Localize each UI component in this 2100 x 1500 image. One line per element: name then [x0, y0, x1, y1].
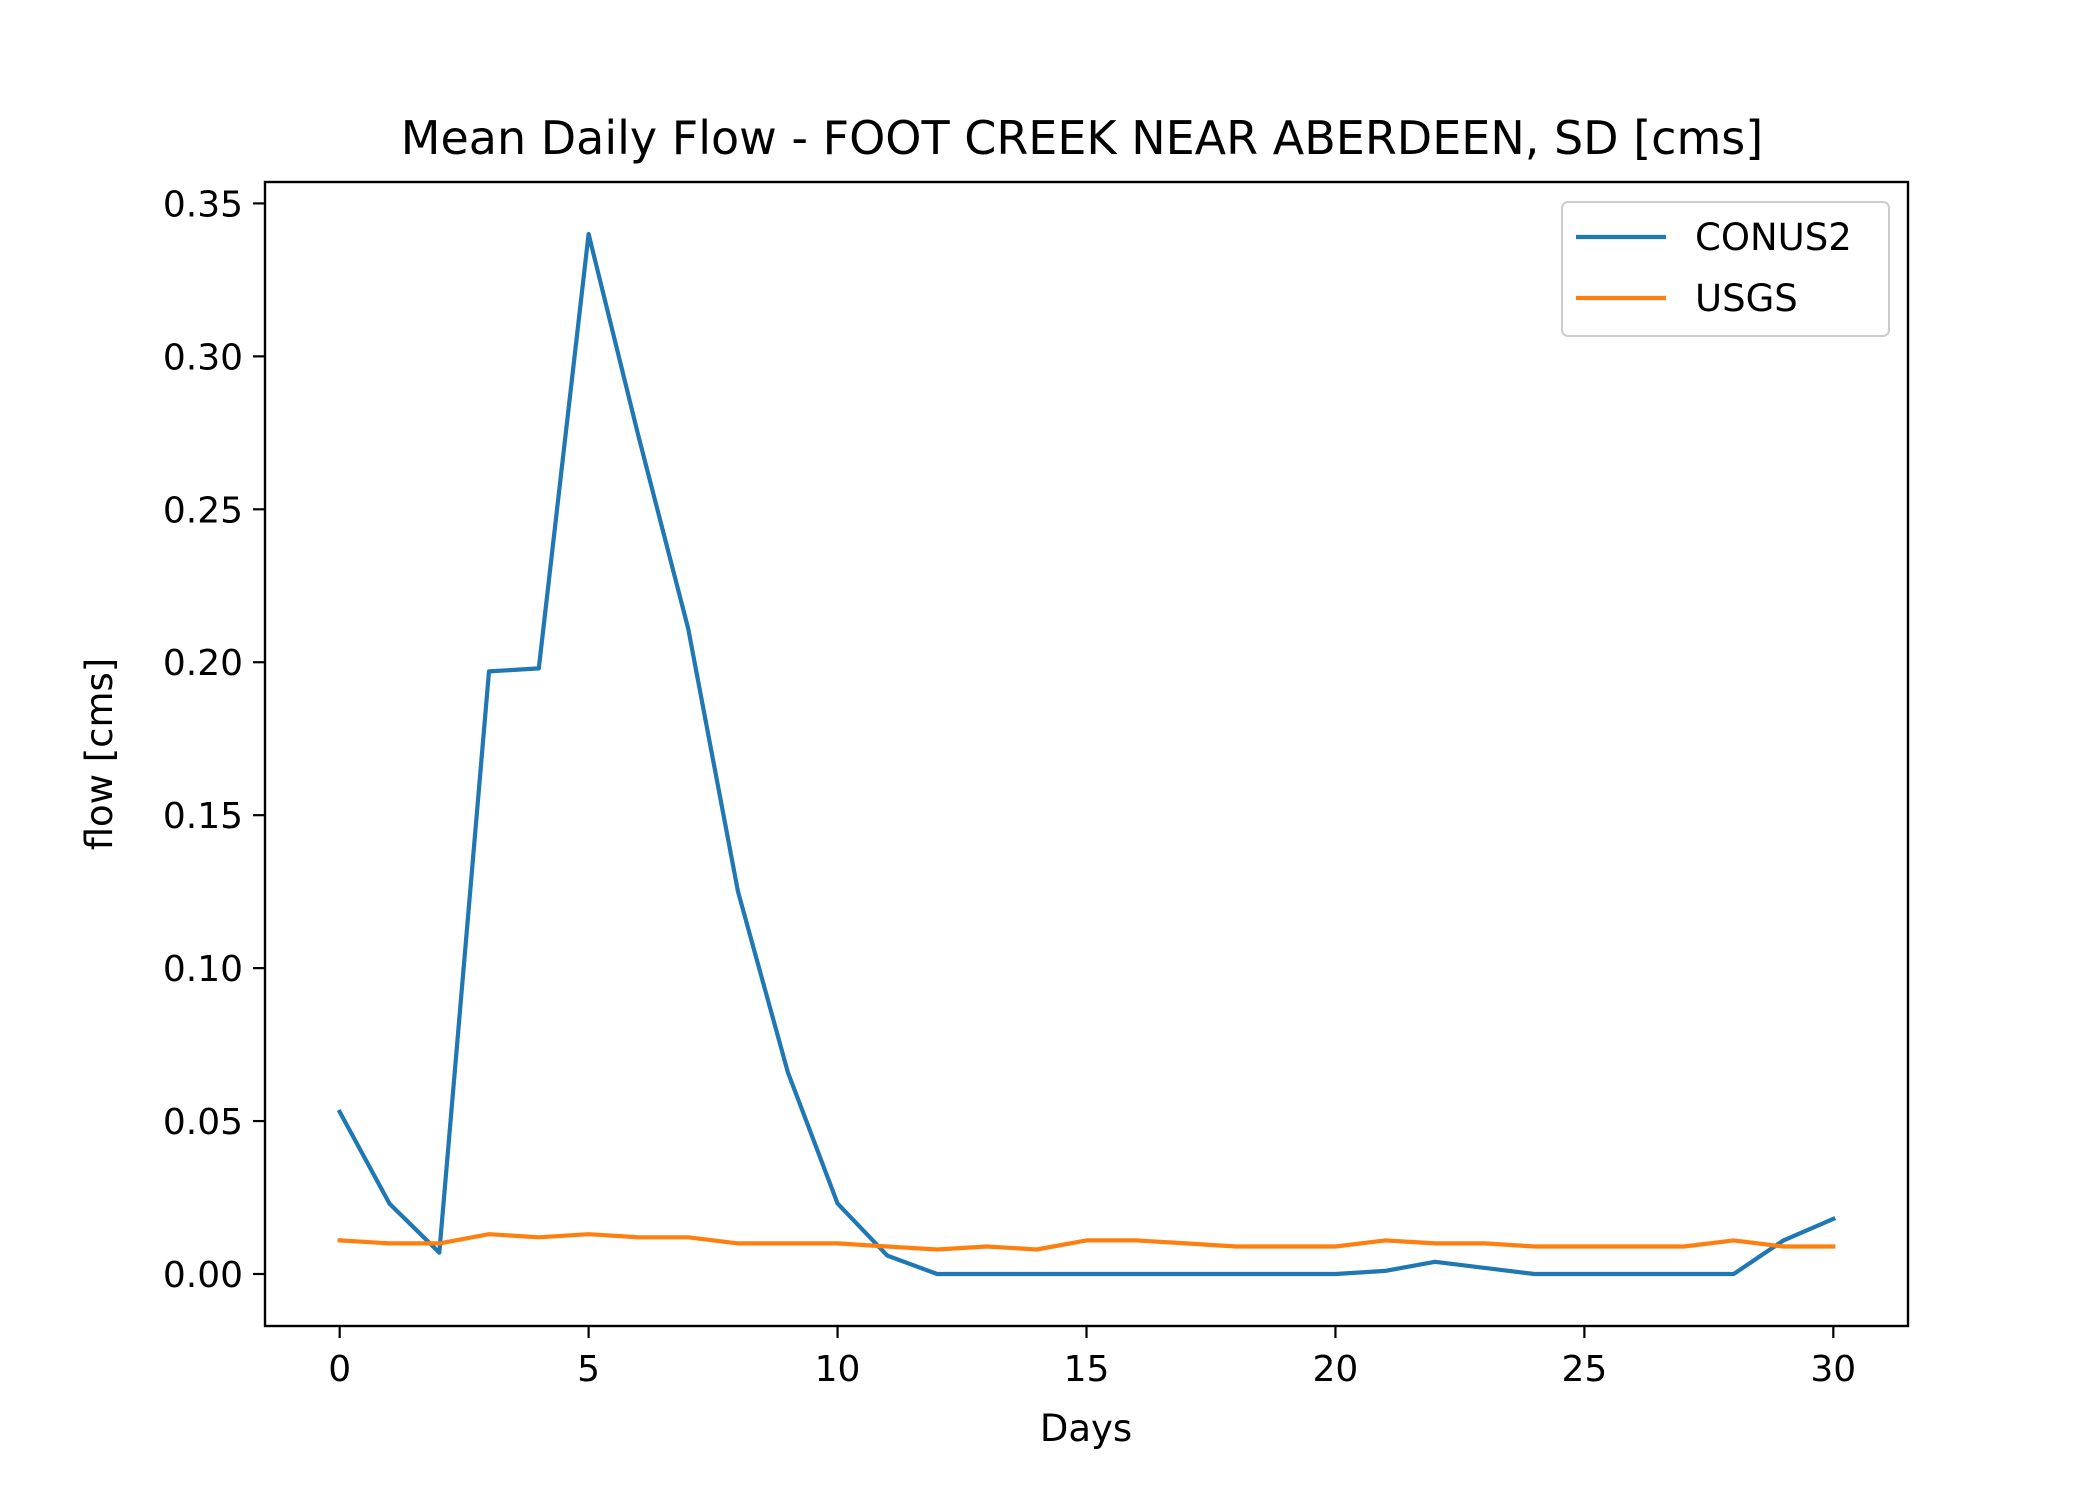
x-tick-label: 0: [328, 1349, 351, 1390]
y-tick-label: 0.25: [163, 490, 243, 531]
x-tick-label: 10: [815, 1349, 861, 1390]
x-tick-label: 25: [1561, 1349, 1607, 1390]
legend-label: CONUS2: [1695, 216, 1852, 259]
x-tick-label: 30: [1810, 1349, 1856, 1390]
y-tick-label: 0.30: [163, 337, 243, 378]
series-line-conus2: [336, 231, 1837, 1277]
y-axis: 0.00 0.05 0.10 0.15 0.20 0.25 0.30 0.35: [163, 184, 265, 1296]
legend: CONUS2 USGS: [1561, 201, 1890, 337]
x-axis: 0 5 10 15 20 25 30: [328, 1326, 1856, 1390]
series-line-usgs: [337, 1232, 1836, 1252]
plot-frame: [263, 180, 1910, 1328]
y-tick-label: 0.20: [163, 643, 243, 684]
y-tick-label: 0.10: [163, 949, 243, 990]
chart-title: Mean Daily Flow - FOOT CREEK NEAR ABERDE…: [401, 111, 1763, 165]
y-axis-title: flow [cms]: [78, 658, 121, 851]
x-axis-title: Days: [1040, 1407, 1132, 1450]
x-tick-label: 20: [1313, 1349, 1359, 1390]
x-tick-label: 15: [1064, 1349, 1110, 1390]
y-tick-label: 0.35: [163, 184, 243, 225]
y-tick-label: 0.15: [163, 796, 243, 837]
x-tick-label: 5: [577, 1349, 600, 1390]
series-lines: [336, 231, 1837, 1277]
y-tick-label: 0.00: [163, 1255, 243, 1296]
legend-label: USGS: [1695, 277, 1798, 320]
y-tick-label: 0.05: [163, 1102, 243, 1143]
plot-area: [265, 182, 1908, 1326]
